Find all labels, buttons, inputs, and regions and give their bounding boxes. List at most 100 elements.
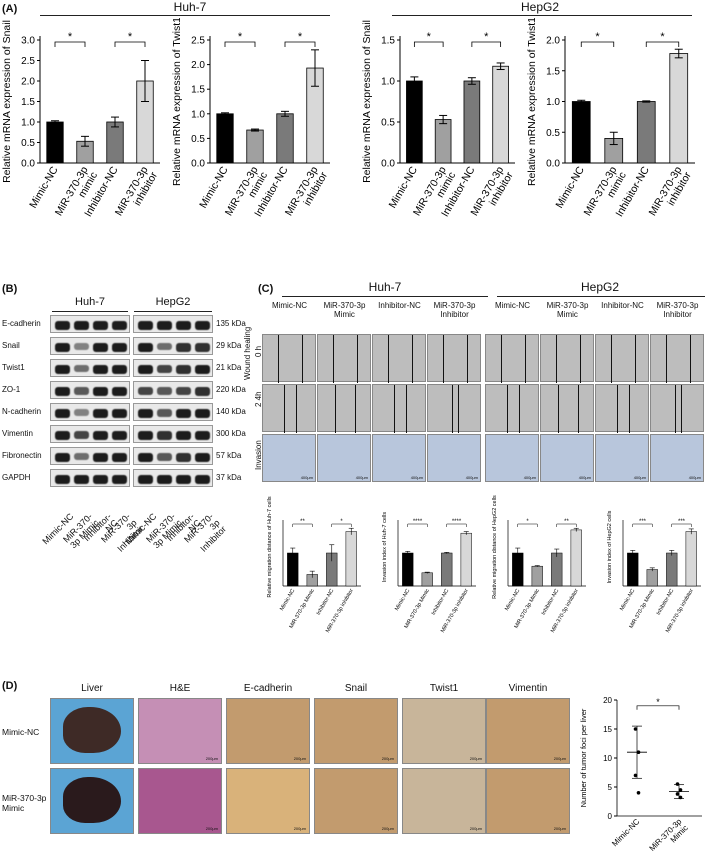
wound-edge-line	[357, 335, 358, 383]
blot-kda-label: 220 kDa	[216, 385, 246, 394]
panel-c-chart-0: Relative migration distance of Huh-7 cel…	[267, 496, 361, 634]
blot-band	[112, 475, 127, 484]
panel-c-chart-2: Relative migration distance of HepG2 cel…	[492, 495, 586, 634]
panel-c-col-header: MiR-370-3p Mimic	[546, 301, 589, 319]
panel-c-hepg2-line	[497, 296, 705, 297]
blot-band	[112, 453, 127, 462]
blot-band	[55, 321, 70, 330]
panel-b-huh7-line	[52, 311, 128, 312]
blot-strip	[50, 337, 130, 355]
blot-strip	[50, 381, 130, 399]
invasion-micrograph: 400μm	[317, 434, 371, 482]
wound-edge-line	[333, 335, 334, 383]
blot-band	[195, 387, 210, 396]
blot-band	[55, 409, 70, 418]
wound-micrograph	[595, 334, 649, 383]
x-tick-label: Mimic-NC	[619, 588, 636, 612]
sig-star: *	[526, 519, 529, 525]
wound-micrograph	[540, 384, 594, 433]
y-tick-label: 0.5	[191, 134, 205, 145]
blot-protein-label: Fibronectin	[2, 451, 42, 460]
sig-bracket	[636, 705, 680, 710]
wound-edge-line	[443, 335, 444, 383]
panel-c-col-header: Inhibitor-NC	[378, 301, 421, 310]
sig-bracket	[517, 523, 538, 527]
panel-c-chart-1: Invasion index of Huh-7 cellsMimic-NCMiR…	[382, 512, 476, 634]
wound-edge-line	[278, 335, 279, 383]
bar	[512, 552, 524, 587]
bar	[276, 113, 294, 164]
y-tick-label: 1.5	[191, 85, 205, 96]
bar	[441, 552, 453, 587]
blot-kda-label: 57 kDa	[216, 451, 242, 460]
sig-bracket	[292, 523, 313, 527]
wound-edge-line	[507, 385, 508, 433]
blot-strip	[50, 359, 130, 377]
y-tick-label: 0.5	[21, 138, 35, 149]
panel-d-scatter: 0 5 10 15 20 Number of tumor foci per liver Mi…	[579, 696, 702, 860]
sig-bracket	[446, 523, 467, 527]
scale-bar-label: 400μm	[355, 475, 368, 480]
sig-bracket	[224, 41, 256, 47]
wound-edge-line	[617, 385, 618, 433]
blot-band	[55, 431, 70, 440]
wound-edge-line	[558, 385, 559, 433]
sig-star: *	[238, 31, 243, 43]
blot-kda-label: 21 kDa	[216, 363, 242, 372]
liver-photo	[50, 698, 134, 764]
x-tick-label: Mimic-NC	[553, 164, 587, 210]
bar	[345, 531, 357, 587]
panel-c-group-hepg2: HepG2	[580, 280, 620, 294]
y-tick-label: 0.0	[21, 159, 35, 170]
bar	[492, 65, 509, 164]
blot-strip	[133, 381, 213, 399]
blot-band	[157, 431, 172, 440]
y-axis-label: Relative mRNA expression of Snail	[1, 20, 13, 183]
blot-band	[195, 365, 210, 374]
sig-star: *	[595, 31, 600, 43]
ihc-micrograph: 200μm	[402, 698, 486, 764]
bar	[246, 129, 264, 164]
panel-a-chart-2: 0.0 0.5 1.0 1.5 Relative mRNA expression of …	[361, 20, 516, 219]
x-tick-label: Inhibitor-NC	[431, 588, 451, 616]
y-tick-label: 1.5	[546, 66, 560, 77]
panel-a-group-hepg2: HepG2	[520, 0, 560, 14]
invasion-micrograph: 400μm	[485, 434, 539, 482]
ihc-micrograph: 200μm	[314, 698, 398, 764]
x-tick-label: MiR-370-3pMimic	[647, 817, 690, 860]
wound-micrograph	[427, 334, 481, 383]
blot-band	[138, 475, 153, 484]
sig-bracket	[413, 41, 444, 47]
data-point	[633, 727, 638, 731]
y-tick-label: 0.0	[546, 159, 560, 170]
wound-edge-line	[388, 335, 389, 383]
invasion-micrograph: 400μm	[427, 434, 481, 482]
wound-edge-line	[666, 335, 667, 383]
ihc-micrograph: 200μm	[138, 768, 222, 834]
scale-bar-label: 400μm	[300, 475, 313, 480]
blot-band	[74, 365, 89, 372]
blot-band	[195, 453, 210, 462]
sig-bracket	[632, 523, 653, 527]
ihc-micrograph: 200μm	[402, 768, 486, 834]
blot-band	[74, 431, 89, 439]
blot-kda-label: 29 kDa	[216, 341, 242, 350]
blot-band	[112, 365, 127, 374]
blot-band	[176, 409, 191, 418]
y-axis-label: Relative mRNA expression of Twist1	[171, 18, 183, 186]
blot-band	[74, 387, 89, 395]
scale-bar-label: 400μm	[688, 475, 701, 480]
bar	[406, 80, 423, 164]
blot-strip	[50, 403, 130, 421]
blot-strip	[50, 315, 130, 333]
panel-a-label: (A)	[2, 3, 18, 15]
blot-band	[55, 453, 70, 462]
panel-d-col-header: E-cadherin	[243, 683, 293, 694]
sig-bracket	[114, 41, 146, 47]
y-tick-label: 15	[603, 725, 612, 734]
blot-band	[74, 475, 89, 484]
y-tick-label: 1.5	[21, 97, 35, 108]
panel-b-label: (B)	[2, 283, 18, 295]
panel-c-col-header: Inhibitor-NC	[601, 301, 644, 310]
sig-star: *	[484, 31, 489, 43]
